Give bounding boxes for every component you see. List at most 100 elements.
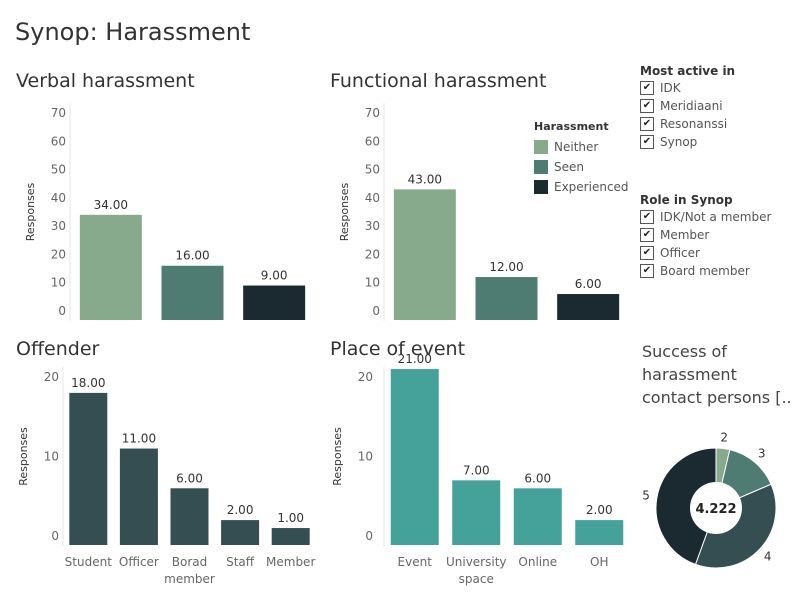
checkbox-checked-icon[interactable]: ✔	[640, 117, 654, 131]
functional-data-label: 43.00	[408, 172, 442, 186]
legend-label: Seen	[554, 160, 584, 174]
filter-most-active-idk[interactable]: ✔ IDK	[640, 79, 735, 97]
offender-data-label: 6.00	[176, 471, 203, 485]
legend-swatch	[534, 180, 548, 194]
checkbox-checked-icon[interactable]: ✔	[640, 264, 654, 278]
offender-category-label: Member	[266, 555, 315, 569]
success-slice[interactable]	[655, 447, 717, 566]
success-title-line-1: Success of	[642, 342, 727, 361]
checkbox-checked-icon[interactable]: ✔	[640, 81, 654, 95]
success-donut-hole	[690, 482, 742, 534]
verbal-chart-title: Verbal harassment	[16, 70, 195, 92]
offender-bar[interactable]	[271, 528, 310, 545]
filter-item-label: Synop	[660, 135, 698, 149]
offender-data-label: 11.00	[122, 432, 156, 446]
success-slice-label: 4	[764, 550, 772, 564]
functional-chart-title: Functional harassment	[330, 70, 547, 92]
verbal-y-tick-label: 30	[51, 219, 66, 233]
filter-item-label: IDK	[660, 81, 681, 95]
functional-bar[interactable]	[475, 277, 538, 320]
legend-item-neither[interactable]: Neither	[534, 137, 629, 157]
functional-y-tick-label: 40	[365, 191, 380, 205]
filter-item-label: Resonanssi	[660, 117, 728, 131]
functional-y-tick-label: 20	[365, 247, 380, 261]
offender-category-label: Officer	[119, 555, 159, 569]
functional-y-tick-label: 70	[365, 106, 380, 120]
filter-most-active-synop[interactable]: ✔ Synop	[640, 133, 735, 151]
filter-item-label: Officer	[660, 246, 700, 260]
filter-most-active-meridiaani[interactable]: ✔ Meridiaani	[640, 97, 735, 115]
functional-y-tick-label: 30	[365, 219, 380, 233]
offender-bar[interactable]	[221, 520, 260, 545]
place-data-label: 6.00	[524, 471, 551, 485]
success-chart-title: Success of harassment contact persons [.…	[642, 340, 792, 409]
functional-y-tick-label: 0	[372, 304, 380, 318]
offender-chart: 0 10 20 Responses 18.00 Student 11.00 Officer 6.…	[17, 367, 315, 586]
offender-category-label: member	[164, 572, 215, 586]
filter-role-board-member[interactable]: ✔ Board member	[640, 262, 771, 280]
success-title-line-2: harassment	[642, 365, 737, 384]
place-y-tick-label: 0	[365, 529, 373, 543]
verbal-y-tick-label: 40	[51, 191, 66, 205]
verbal-y-tick-label: 50	[51, 163, 66, 177]
place-data-label: 2.00	[586, 503, 613, 517]
success-slice[interactable]	[694, 483, 777, 569]
checkbox-checked-icon[interactable]: ✔	[640, 246, 654, 260]
legend-item-experienced[interactable]: Experienced	[534, 177, 629, 197]
filter-most-active: Most active in ✔ IDK ✔ Meridiaani ✔ Resonanss…	[640, 64, 735, 151]
place-of-event-chart: 0 10 20 Responses 21.00 Event 7.00 University sp…	[331, 352, 624, 586]
legend-item-seen[interactable]: Seen	[534, 157, 629, 177]
offender-data-label: 1.00	[277, 511, 304, 525]
offender-data-label: 2.00	[227, 503, 254, 517]
verbal-y-tick-label: 20	[51, 247, 66, 261]
offender-bar[interactable]	[170, 488, 209, 545]
verbal-data-label: 34.00	[94, 198, 128, 212]
functional-bar[interactable]	[557, 294, 620, 320]
place-bar[interactable]	[452, 480, 501, 545]
filter-item-label: IDK/Not a member	[660, 210, 772, 224]
offender-y-tick-label: 0	[51, 529, 59, 543]
checkbox-checked-icon[interactable]: ✔	[640, 135, 654, 149]
offender-y-tick-label: 10	[44, 450, 59, 464]
filter-most-active-resonanssi[interactable]: ✔ Resonanssi	[640, 115, 735, 133]
place-y-tick-label: 20	[358, 370, 373, 384]
place-category-label: space	[459, 572, 494, 586]
functional-y-tick-label: 10	[365, 276, 380, 290]
checkbox-checked-icon[interactable]: ✔	[640, 99, 654, 113]
success-donut-chart: 2 3 4 5 4.222	[642, 430, 777, 569]
functional-harassment-chart: 0 10 20 30 40 50 60 70 Responses 43.00 12.00 6.00	[338, 103, 620, 321]
offender-category-label: Student	[65, 555, 113, 569]
verbal-bar[interactable]	[243, 285, 306, 320]
success-slice-label: 2	[720, 430, 728, 444]
filter-role-member[interactable]: ✔ Member	[640, 226, 771, 244]
filter-role-idk-not-a-member[interactable]: ✔ IDK/Not a member	[640, 208, 771, 226]
place-category-label: OH	[590, 555, 608, 569]
verbal-bar[interactable]	[161, 265, 224, 320]
legend-title: Harassment	[534, 120, 609, 133]
verbal-bar[interactable]	[79, 214, 142, 320]
filter-most-active-title: Most active in	[640, 64, 736, 78]
legend-label: Neither	[554, 140, 599, 154]
success-slice-label: 3	[758, 447, 766, 461]
place-chart-title: Place of event	[330, 338, 466, 360]
offender-category-label: Staff	[226, 555, 255, 569]
place-bar[interactable]	[513, 488, 562, 545]
checkbox-checked-icon[interactable]: ✔	[640, 210, 654, 224]
verbal-y-tick-label: 60	[51, 134, 66, 148]
harassment-legend: Harassment Neither Seen Experienced	[534, 120, 629, 197]
verbal-y-axis-title: Responses	[24, 182, 37, 241]
verbal-data-label: 16.00	[175, 249, 209, 263]
offender-chart-title: Offender	[16, 338, 100, 360]
offender-bar[interactable]	[119, 448, 158, 545]
offender-data-label: 18.00	[71, 376, 105, 390]
place-bar[interactable]	[390, 369, 439, 545]
success-slice-label: 5	[642, 489, 650, 503]
checkbox-checked-icon[interactable]: ✔	[640, 228, 654, 242]
place-bar[interactable]	[575, 520, 624, 545]
functional-data-label: 12.00	[489, 260, 523, 274]
legend-swatch	[534, 160, 548, 174]
filter-item-label: Member	[660, 228, 710, 242]
filter-role-officer[interactable]: ✔ Officer	[640, 244, 771, 262]
functional-bar[interactable]	[393, 189, 456, 320]
offender-bar[interactable]	[69, 392, 108, 545]
